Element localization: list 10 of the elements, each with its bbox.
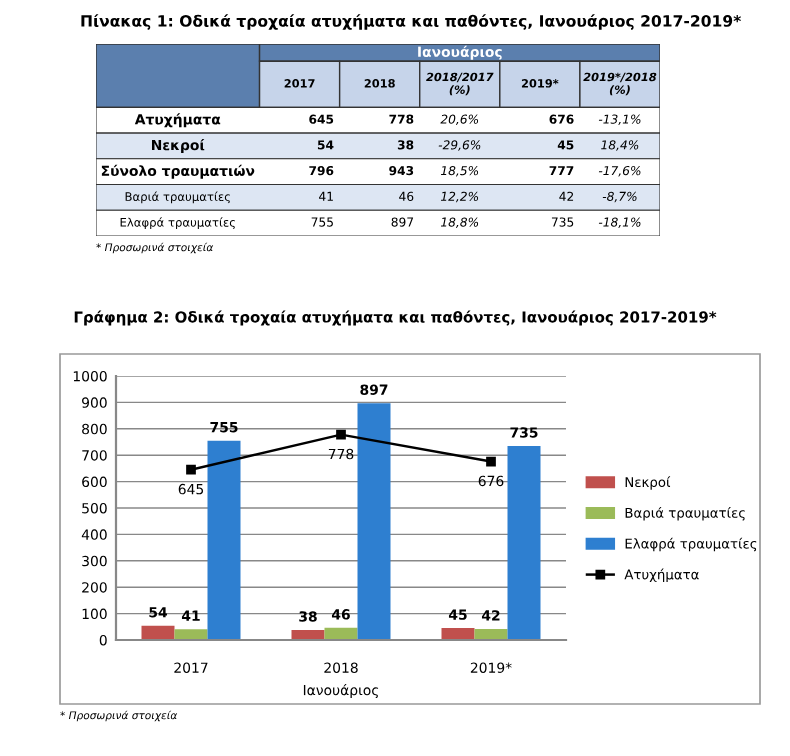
bar bbox=[207, 440, 241, 640]
point bbox=[186, 464, 196, 475]
bar bbox=[291, 629, 325, 640]
bar bbox=[507, 445, 541, 640]
point bbox=[486, 456, 496, 467]
bar bbox=[441, 628, 475, 640]
bar bbox=[141, 625, 175, 640]
bar bbox=[174, 629, 208, 640]
point bbox=[336, 429, 346, 440]
bar bbox=[357, 403, 391, 640]
